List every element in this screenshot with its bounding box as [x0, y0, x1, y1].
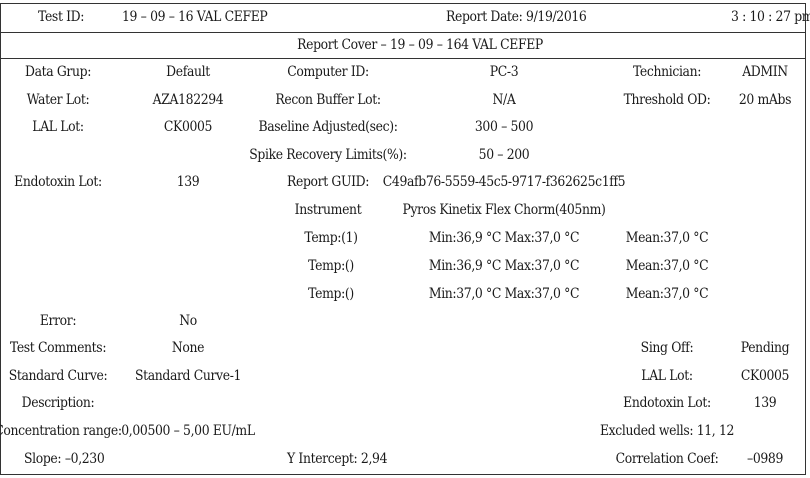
technician-value: ADMIN [742, 64, 788, 80]
test-id-value: 19 – 09 – 16 VAL CEFEP [122, 9, 268, 25]
spike-label: Spike Recovery Limits(%): [249, 147, 407, 163]
error-label: Error: [39, 313, 77, 329]
bottom-endotoxin-lot-label: Endotoxin Lot: [623, 395, 711, 411]
baseline-label: Baseline Adjusted(sec): [258, 119, 398, 135]
temp-range: Min:36,9 °C Max:37,0 °C [428, 258, 580, 274]
bottom-lal-lot-value: CK0005 [740, 368, 790, 384]
guid-value: C49afb76-5559-45c5-9717-f362625c1ff5 [382, 174, 626, 190]
bottom-lal-lot-label: LAL Lot: [641, 368, 693, 384]
top-border [0, 3, 806, 4]
endotoxin-lot-label: Endotoxin Lot: [14, 174, 102, 190]
recon-buffer-label: Recon Buffer Lot: [275, 92, 381, 108]
left-border [0, 3, 1, 475]
excluded-wells: Excluded wells: 11, 12 [599, 423, 735, 439]
guid-label: Report GUID: [286, 174, 370, 190]
data-group-label: Data Grup: [24, 64, 92, 80]
test-comments-value: None [171, 340, 205, 356]
bottom-endotoxin-lot-value: 139 [753, 395, 777, 411]
temp-range: Min:36,9 °C Max:37,0 °C [428, 230, 580, 246]
sign-off-value: Pending [740, 340, 790, 356]
lal-lot-value: CK0005 [163, 119, 213, 135]
temp-label: Temp:() [308, 286, 354, 302]
spike-value: 50 – 200 [478, 147, 530, 163]
recon-buffer-value: N/A [492, 92, 516, 108]
sign-off-label: Sing Off: [640, 340, 694, 356]
header-divider [0, 32, 806, 33]
instrument-value: Pyros Kinetix Flex Chorm(405nm) [402, 202, 606, 218]
correlation-label: Correlation Coef: [615, 451, 719, 467]
concentration-value: 0,00500 – 5,00 EU/mL [121, 423, 255, 439]
threshold-value: 20 mAbs [738, 92, 792, 108]
temp-range: Min:37,0 °C Max:37,0 °C [428, 286, 580, 302]
concentration-label: Concentration range: [0, 423, 122, 439]
title-divider [0, 58, 806, 59]
technician-label: Technician: [632, 64, 702, 80]
description-label: Description: [21, 395, 95, 411]
right-border [805, 3, 806, 475]
endotoxin-lot-value: 139 [176, 174, 200, 190]
computer-id-label: Computer ID: [287, 64, 369, 80]
lal-lot-label: LAL Lot: [32, 119, 84, 135]
correlation-value: –0989 [747, 451, 783, 467]
water-lot-label: Water Lot: [26, 92, 90, 108]
test-comments-label: Test Comments: [9, 340, 107, 356]
temp-mean: Mean:37,0 °C [625, 258, 709, 274]
standard-curve-label: Standard Curve: [8, 368, 108, 384]
data-group-value: Default [166, 64, 210, 80]
temp-mean: Mean:37,0 °C [625, 286, 709, 302]
temp-label: Temp:(1) [304, 230, 358, 246]
report-time: 3 : 10 : 27 pm [731, 9, 810, 25]
bottom-border [0, 474, 806, 475]
computer-id-value: PC-3 [489, 64, 519, 80]
instrument-label: Instrument [294, 202, 362, 218]
slope: Slope: –0,230 [24, 451, 105, 467]
report-cover-title: Report Cover – 19 – 09 – 164 VAL CEFEP [297, 37, 543, 53]
water-lot-value: AZA182294 [152, 92, 224, 108]
baseline-value: 300 – 500 [474, 119, 534, 135]
error-value: No [179, 313, 197, 329]
test-id-label: Test ID: [38, 9, 85, 25]
threshold-label: Threshold OD: [623, 92, 711, 108]
standard-curve-value: Standard Curve-1 [134, 368, 242, 384]
temp-mean: Mean:37,0 °C [625, 230, 709, 246]
report-date: Report Date: 9/19/2016 [446, 9, 587, 25]
temp-label: Temp:() [308, 258, 354, 274]
y-intercept: Y Intercept: 2,94 [287, 451, 388, 467]
